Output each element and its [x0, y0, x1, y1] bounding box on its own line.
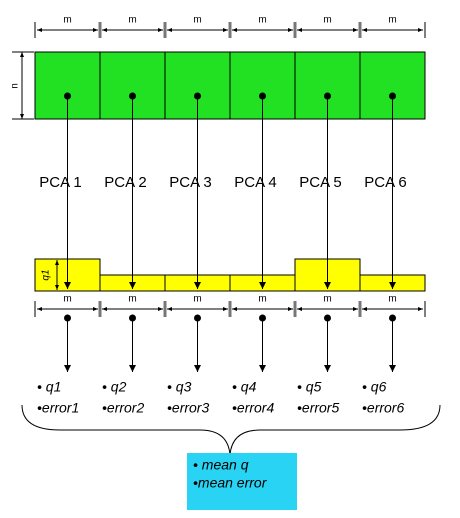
- dimension-label: m: [258, 15, 266, 26]
- dimension-label: m: [258, 294, 266, 305]
- dimension-label: m: [193, 15, 201, 26]
- result-q: • q3: [167, 379, 192, 395]
- dimension-label: m: [128, 15, 136, 26]
- dot: [324, 92, 331, 100]
- dimension-label: m: [128, 294, 136, 305]
- result-q: • q2: [102, 379, 127, 395]
- result-q: • q6: [362, 379, 387, 395]
- pca-label: PCA 3: [169, 174, 212, 191]
- pca-label: PCA 2: [104, 174, 147, 191]
- result-error: •error6: [362, 400, 404, 416]
- dimension-label: m: [63, 15, 71, 26]
- dimension-label: m: [63, 294, 71, 305]
- dot: [129, 314, 136, 322]
- dimension-label: m: [193, 294, 201, 305]
- dot: [324, 314, 331, 322]
- side-dimension-label: n: [10, 83, 21, 89]
- dot: [259, 92, 266, 100]
- summary-box: [187, 453, 297, 510]
- dot: [259, 314, 266, 322]
- dot: [194, 92, 201, 100]
- content: m m m m m m m m m m m m PCA 1 • q1 •error1 PCA 2 • q2 •er…: [34, 15, 426, 416]
- result-error: •error2: [102, 400, 144, 416]
- result-error: •error1: [37, 400, 79, 416]
- dot: [64, 314, 71, 322]
- result-error: •error4: [232, 400, 274, 416]
- summary-line: • mean q: [193, 457, 249, 473]
- dot: [64, 92, 71, 100]
- dimension-label: m: [323, 294, 331, 305]
- dot: [129, 92, 136, 100]
- result-q: • q1: [37, 379, 61, 395]
- result-error: •error5: [297, 400, 339, 416]
- result-q: • q5: [297, 379, 322, 395]
- result-error: •error3: [167, 400, 209, 416]
- dimension-label: m: [323, 15, 331, 26]
- height-label: q1: [41, 269, 52, 280]
- dot: [389, 92, 396, 100]
- dot: [194, 314, 201, 322]
- pca-label: PCA 1: [39, 174, 82, 191]
- summary-line: •mean error: [193, 475, 268, 491]
- result-q: • q4: [232, 379, 257, 395]
- dimension-label: m: [388, 15, 396, 26]
- pca-label: PCA 6: [364, 174, 407, 191]
- dot: [389, 314, 396, 322]
- pca-label: PCA 4: [234, 174, 277, 191]
- pca-label: PCA 5: [299, 174, 342, 191]
- dimension-label: m: [388, 294, 396, 305]
